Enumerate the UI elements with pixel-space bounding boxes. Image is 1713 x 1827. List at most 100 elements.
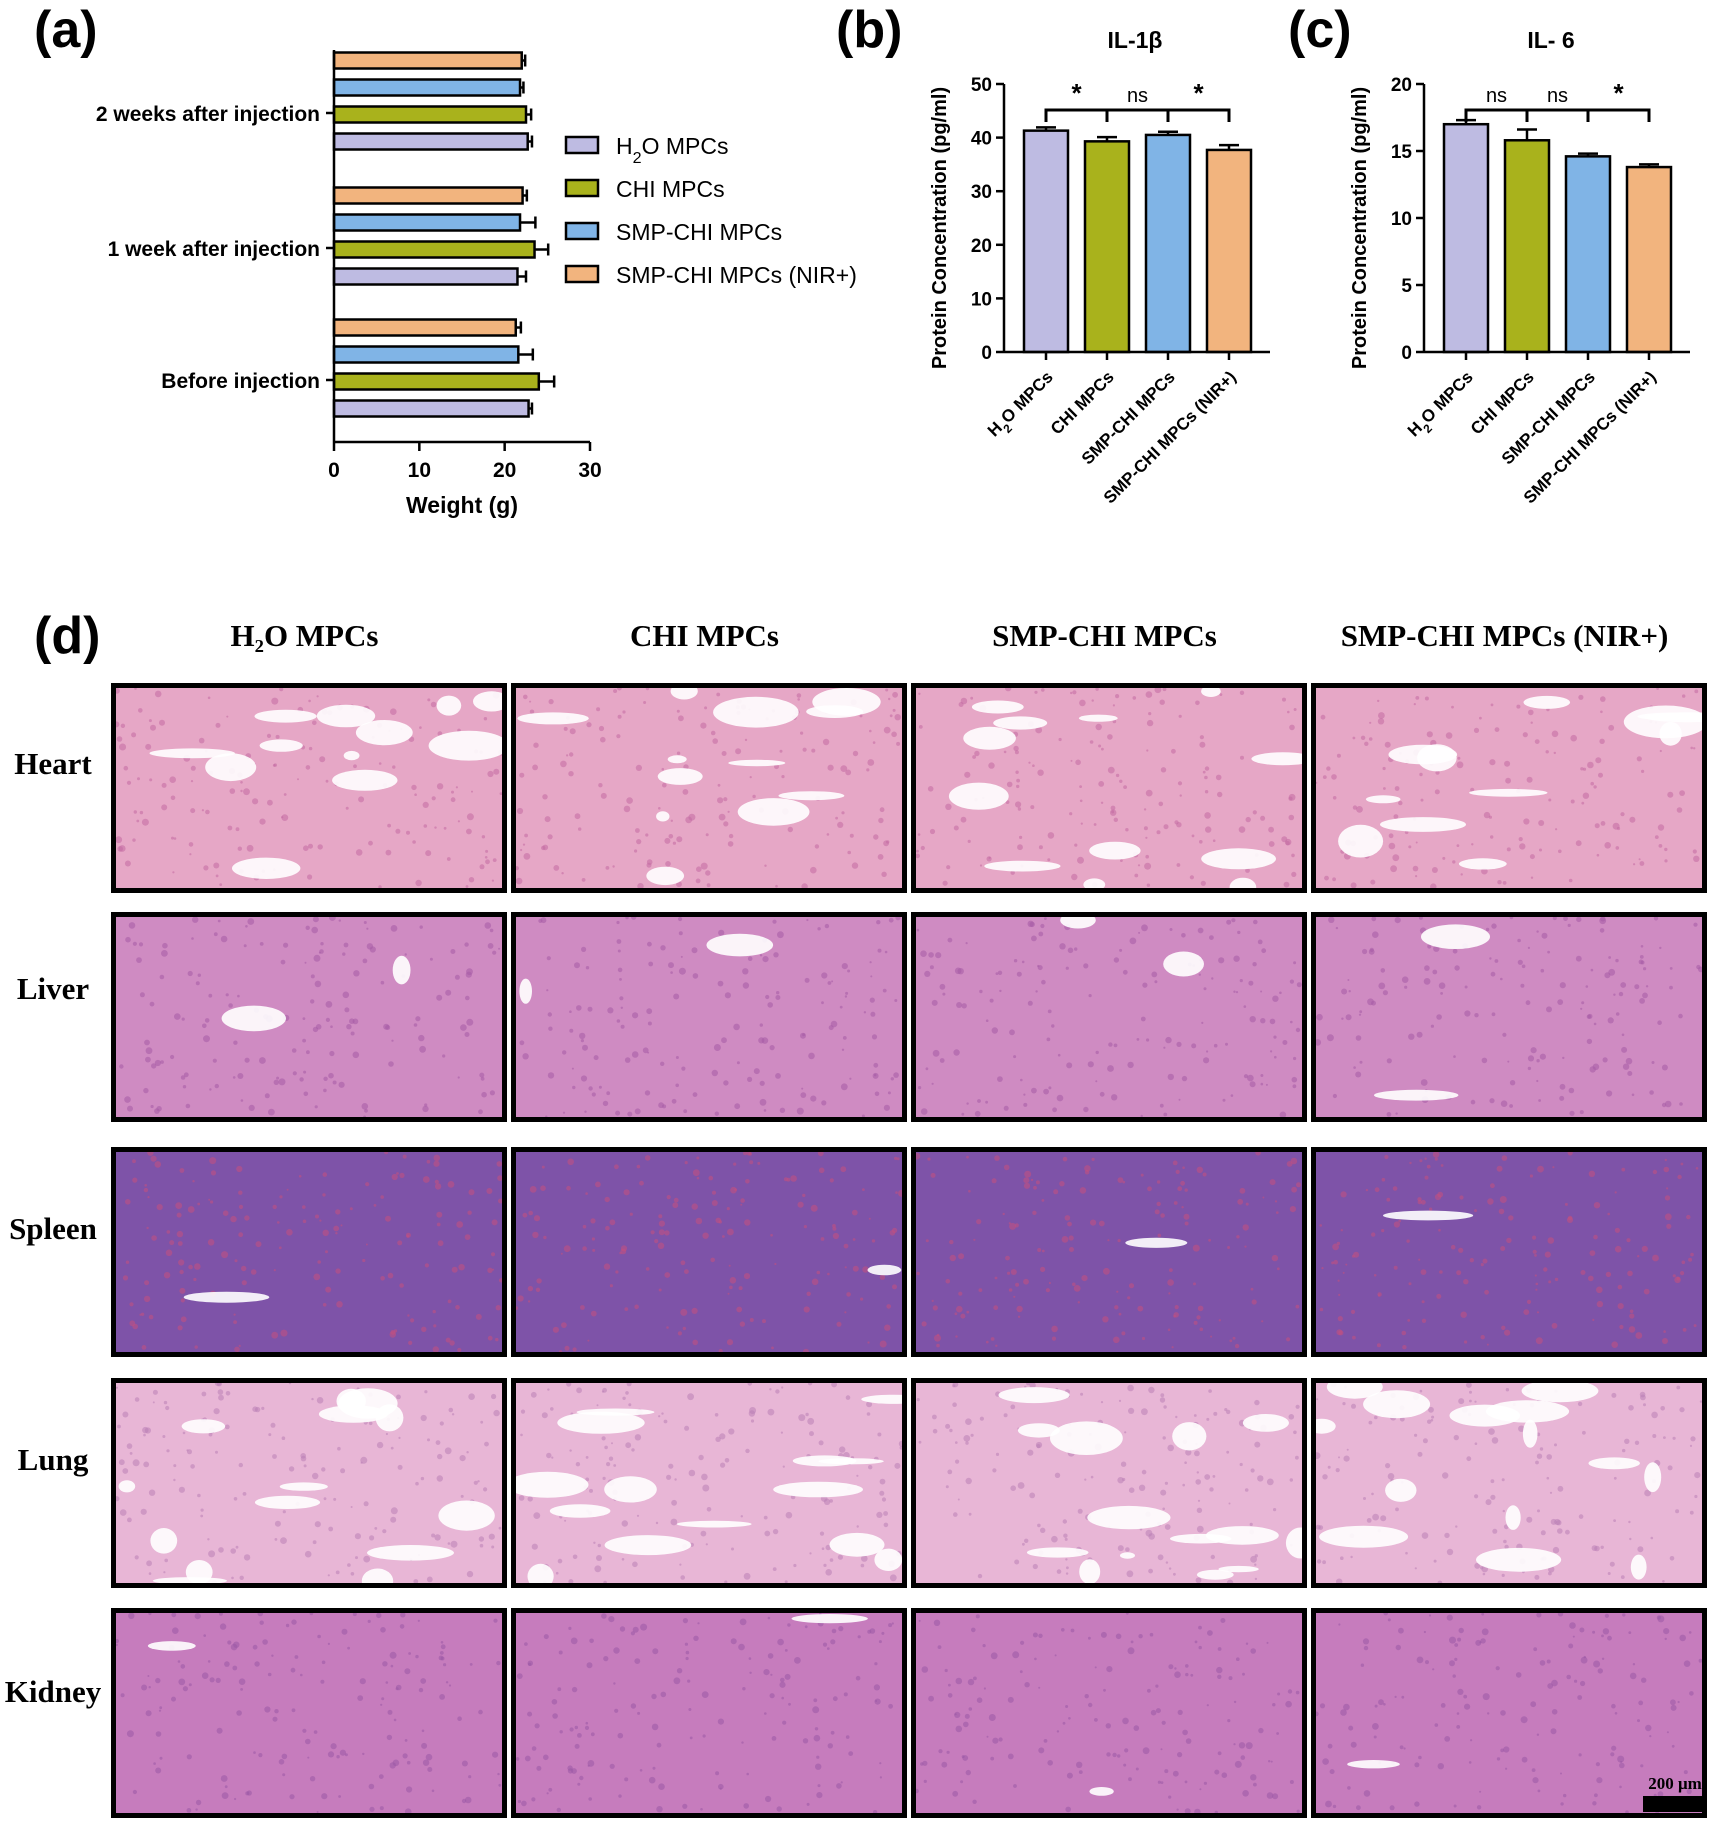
tissue-image-kidney-2: [911, 1608, 1307, 1818]
chart-title-b: IL-1β: [1108, 27, 1163, 53]
tissue-texture: [116, 1613, 502, 1813]
scale-bar-line: [1643, 1796, 1707, 1812]
tissue-texture: [916, 1383, 1302, 1583]
bar-b-0: [1022, 129, 1070, 354]
tissue-texture: [1316, 1152, 1702, 1352]
tissue-texture: [916, 1152, 1302, 1352]
row-label-lung: Lung: [17, 1442, 89, 1477]
tissue-image-lung-0: [111, 1378, 507, 1588]
tissue-texture: [516, 1613, 902, 1813]
tissue-texture: [516, 688, 902, 888]
bar-a-2-2: [332, 78, 522, 97]
tissue-image-lung-1: [511, 1378, 907, 1588]
bar-a-0-3: [332, 318, 518, 337]
xtick-label-a-3: 30: [578, 459, 601, 482]
chart-title-c: IL- 6: [1527, 27, 1574, 53]
bar-a-1-2: [332, 213, 522, 232]
tissue-image-kidney-1: [511, 1608, 907, 1818]
bar-c-1: [1503, 139, 1551, 354]
tissue-texture: [516, 917, 902, 1117]
tissue-texture: [916, 688, 1302, 888]
bar-a-1-1: [332, 240, 536, 259]
tissue-image-liver-0: [111, 912, 507, 1122]
tissue-image-kidney-0: [111, 1608, 507, 1818]
row-label-heart: Heart: [14, 746, 92, 781]
tissue-texture: [116, 1383, 502, 1583]
xtick-label-c-0: H2O MPCs: [1404, 367, 1481, 444]
legend-swatch-a-1: [564, 178, 600, 198]
sig-bracket-b-2: [1166, 108, 1231, 122]
panel-label-b: (b): [836, 1, 903, 59]
bar-a-2-1: [332, 105, 528, 124]
tissue-image-heart-2: [911, 683, 1307, 893]
legend-swatch-a-3: [564, 264, 600, 284]
ytick-label-c-1: 5: [1401, 276, 1412, 297]
tissue-texture: [516, 1152, 902, 1352]
bar-a-0-2: [332, 345, 520, 364]
ytick-label-b-1: 10: [971, 289, 992, 310]
tissue-image-spleen-2: [911, 1147, 1307, 1357]
tissue-image-heart-1: [511, 683, 907, 893]
xtick-label-a-0: 0: [328, 459, 340, 482]
bar-b-1: [1083, 140, 1131, 354]
row-label-spleen: Spleen: [9, 1211, 97, 1246]
ytick-label-b-2: 20: [971, 236, 992, 257]
tissue-texture: [1316, 1383, 1702, 1583]
tissue-texture: [116, 1152, 502, 1352]
legend-label-a-1: CHI MPCs: [616, 176, 725, 202]
tissue-image-kidney-3: [1311, 1608, 1707, 1818]
ytick-label-a-0: Before injection: [161, 370, 320, 393]
ytick-label-c-2: 10: [1391, 209, 1412, 230]
x-axis-title-a: Weight (g): [406, 492, 518, 518]
legend-label-a-2: SMP-CHI MPCs: [616, 219, 782, 245]
tissue-texture: [916, 917, 1302, 1117]
panel-label-d: (d): [34, 607, 101, 665]
tissue-image-liver-1: [511, 912, 907, 1122]
bar-a-0-0: [332, 399, 530, 418]
tissue-texture: [516, 1383, 902, 1583]
column-title-3: SMP-CHI MPCs (NIR+): [1340, 618, 1669, 653]
sig-bracket-c-1: [1525, 108, 1590, 122]
ytick-label-c-4: 20: [1391, 75, 1412, 96]
sig-label-b-1: ns: [1127, 85, 1148, 107]
tissue-image-spleen-1: [511, 1147, 907, 1357]
ytick-label-b-3: 30: [971, 182, 992, 203]
ytick-label-a-1: 1 week after injection: [108, 238, 320, 261]
sig-bracket-b-0: [1044, 108, 1109, 122]
tissue-image-spleen-0: [111, 1147, 507, 1357]
bar-c-2: [1564, 155, 1612, 354]
tissue-image-lung-3: [1311, 1378, 1707, 1588]
column-title-2: SMP-CHI MPCs: [992, 618, 1217, 653]
bar-c-0: [1442, 122, 1490, 354]
y-axis-title-c: Protein Concentration (pg/ml): [1349, 87, 1371, 369]
xtick-label-b-0: H2O MPCs: [984, 367, 1061, 444]
tissue-image-heart-0: [111, 683, 507, 893]
bar-a-1-3: [332, 186, 524, 205]
scale-bar: 200 μm: [1640, 1774, 1710, 1824]
bar-a-0-1: [332, 372, 541, 391]
bar-a-2-3: [332, 51, 523, 70]
tissue-image-heart-3: [1311, 683, 1707, 893]
legend-label-a-0: H2O MPCs: [616, 133, 728, 167]
bar-a-2-0: [332, 132, 529, 151]
tissue-texture: [116, 917, 502, 1117]
bar-b-3: [1205, 148, 1253, 354]
bar-c-3: [1625, 165, 1673, 354]
legend-swatch-a-0: [564, 135, 600, 155]
sig-bracket-c-2: [1586, 108, 1651, 122]
row-label-kidney: Kidney: [4, 1674, 102, 1709]
ytick-label-c-0: 0: [1401, 343, 1412, 364]
ytick-label-b-4: 40: [971, 129, 992, 150]
xtick-label-a-2: 20: [493, 459, 516, 482]
tissue-texture: [916, 1613, 1302, 1813]
scale-bar-label: 200 μm: [1648, 1774, 1702, 1793]
ytick-label-c-3: 15: [1391, 142, 1413, 163]
legend-label-a-3: SMP-CHI MPCs (NIR+): [616, 262, 857, 288]
panel-label-a: (a): [34, 1, 98, 59]
tissue-image-liver-2: [911, 912, 1307, 1122]
tissue-image-spleen-3: [1311, 1147, 1707, 1357]
tissue-image-liver-3: [1311, 912, 1707, 1122]
sig-label-c-1: ns: [1547, 85, 1568, 107]
column-title-0: H₂O MPCs: [230, 618, 379, 653]
bar-b-2: [1144, 133, 1192, 354]
